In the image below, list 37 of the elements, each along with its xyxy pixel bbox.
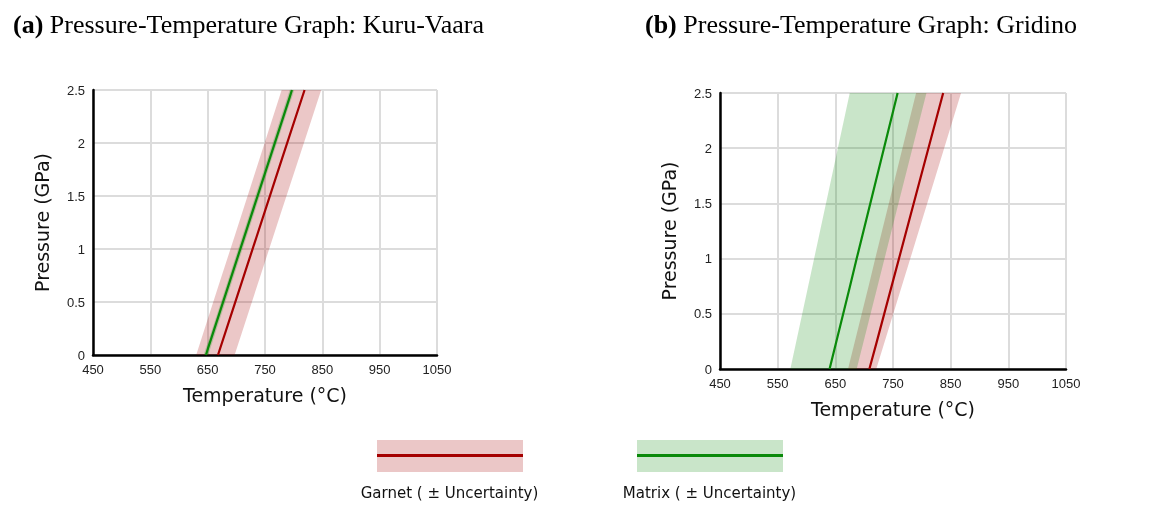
line-series <box>216 88 306 357</box>
x-tick-label: 750 <box>254 362 276 377</box>
x-tick-label: 550 <box>139 362 162 377</box>
y-tick-label: 0.5 <box>66 294 85 310</box>
y-tick-label: 2.5 <box>693 85 712 101</box>
x-tick-label: 950 <box>368 362 391 377</box>
y-tick-label: 2 <box>77 135 85 151</box>
y-tick-label: 0 <box>77 347 85 363</box>
x-tick-label: 1050 <box>1051 376 1081 391</box>
y-tick-label: 0 <box>704 361 712 377</box>
y-tick-label: 0.5 <box>693 306 712 322</box>
y-tick-label: 1 <box>704 251 712 267</box>
line-series <box>868 91 945 371</box>
x-tick-label: 1050 <box>422 362 452 377</box>
x-axis-title: Temperature (°C) <box>182 383 347 406</box>
y-tick-label: 1.5 <box>66 188 85 204</box>
x-tick-label: 950 <box>997 376 1020 391</box>
chart-title: (a) Pressure-Temperature Graph: Kuru-Vaara <box>13 9 485 39</box>
x-tick-label: 550 <box>766 376 789 391</box>
y-axis-title: Pressure (GPa) <box>30 153 53 292</box>
text: Garnet ( ± Uncertainty) <box>360 484 539 502</box>
line-series <box>828 91 899 371</box>
chart-title: (b) Pressure-Temperature Graph: Gridino <box>645 9 1078 39</box>
x-tick-label: 750 <box>882 376 904 391</box>
y-tick-label: 2.5 <box>66 82 85 98</box>
text: Matrix ( ± Uncertainty) <box>622 484 797 502</box>
y-tick-label: 2 <box>704 140 712 156</box>
x-tick-label: 850 <box>939 376 962 391</box>
x-tick-label: 650 <box>196 362 219 377</box>
y-axis-title: Pressure (GPa) <box>657 161 680 301</box>
x-tick-label: 450 <box>82 362 104 377</box>
y-tick-label: 1 <box>77 241 85 257</box>
x-tick-label: 850 <box>311 362 334 377</box>
y-tick-label: 1.5 <box>693 195 712 211</box>
x-tick-label: 650 <box>824 376 847 391</box>
x-tick-label: 450 <box>709 376 731 391</box>
x-axis-title: Temperature (°C) <box>810 397 975 420</box>
